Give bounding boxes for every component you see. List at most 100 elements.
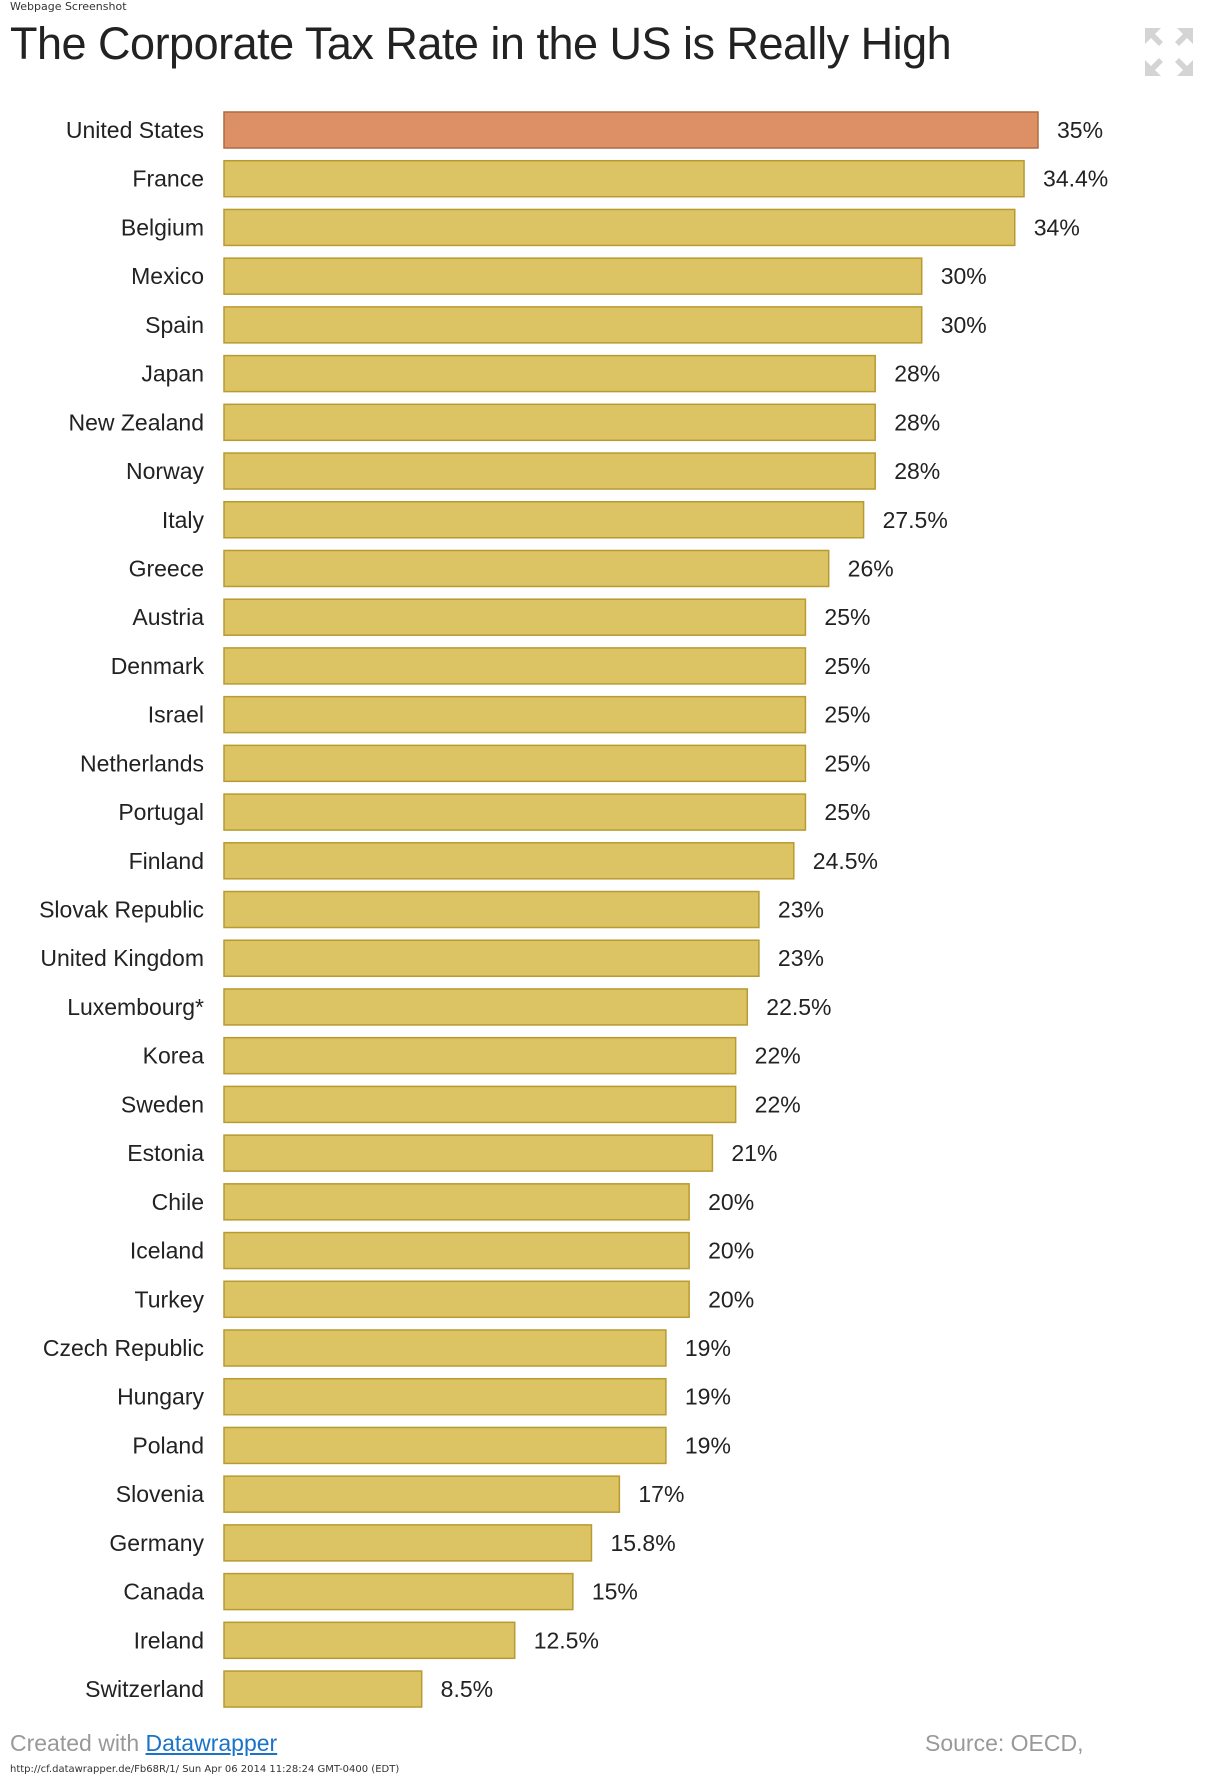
category-label: Austria	[132, 604, 204, 630]
value-label: 34%	[1034, 214, 1080, 240]
bar	[223, 452, 876, 490]
value-label: 28%	[894, 409, 940, 435]
category-label: Slovak Republic	[39, 897, 204, 923]
fullscreen-expand-icon[interactable]	[1143, 26, 1195, 78]
bar	[223, 1670, 423, 1708]
value-label: 25%	[824, 750, 870, 776]
value-label: 28%	[894, 361, 940, 387]
bar	[223, 598, 807, 636]
bar	[223, 403, 876, 442]
bar	[223, 159, 1025, 198]
created-with-credit: Created with Datawrapper	[10, 1730, 277, 1757]
value-label: 19%	[685, 1384, 731, 1410]
category-label: Norway	[126, 458, 204, 484]
value-label: 25%	[824, 653, 870, 679]
category-label: Turkey	[135, 1286, 205, 1312]
value-label: 26%	[848, 555, 894, 581]
value-label: 23%	[778, 945, 824, 971]
value-label: 25%	[824, 799, 870, 825]
category-label: Portugal	[118, 799, 204, 825]
created-with-prefix: Created with	[10, 1730, 146, 1756]
value-label: 25%	[824, 604, 870, 630]
category-label: Ireland	[134, 1627, 204, 1653]
category-label: Belgium	[121, 214, 204, 240]
category-label: Spain	[145, 312, 204, 338]
bar	[223, 1621, 516, 1660]
value-label: 20%	[708, 1238, 754, 1264]
category-label: France	[132, 166, 204, 192]
source-note: Source: OECD,	[925, 1730, 1084, 1756]
value-label: 22%	[755, 1091, 801, 1117]
screenshot-label: Webpage Screenshot	[10, 0, 127, 13]
category-label: New Zealand	[68, 409, 204, 435]
category-label: United Kingdom	[40, 945, 204, 971]
value-label: 15.8%	[610, 1530, 675, 1556]
bar	[223, 1085, 737, 1124]
category-label: Iceland	[130, 1238, 204, 1264]
bar	[223, 744, 807, 783]
value-label: 19%	[685, 1335, 731, 1361]
bar	[223, 257, 923, 295]
value-label: 24.5%	[813, 848, 878, 874]
value-label: 22.5%	[766, 994, 831, 1020]
bar	[223, 306, 923, 344]
bar	[223, 988, 749, 1026]
bar	[223, 1572, 574, 1611]
value-label: 12.5%	[534, 1627, 599, 1653]
bar	[223, 501, 865, 539]
category-label: Netherlands	[80, 750, 204, 776]
bar	[223, 939, 760, 977]
category-label: Japan	[141, 361, 204, 387]
category-label: Greece	[129, 555, 204, 581]
category-label: Canada	[123, 1579, 204, 1605]
value-label: 23%	[778, 897, 824, 923]
bar	[223, 695, 807, 734]
bar	[223, 549, 830, 588]
category-label: Czech Republic	[43, 1335, 204, 1361]
value-label: 15%	[592, 1579, 638, 1605]
bar	[223, 1036, 737, 1075]
bars-group: United States 35% France 34.4% Belgium 34% Mex…	[39, 111, 1108, 1708]
bar	[223, 1231, 690, 1270]
datawrapper-link[interactable]: Datawrapper	[145, 1730, 278, 1756]
value-label: 27.5%	[883, 507, 948, 533]
value-label: 22%	[755, 1043, 801, 1069]
bar	[223, 1524, 593, 1562]
category-label: United States	[66, 117, 204, 143]
value-label: 30%	[941, 312, 987, 338]
category-label: Estonia	[127, 1140, 204, 1166]
value-label: 25%	[824, 702, 870, 728]
category-label: Hungary	[117, 1384, 204, 1410]
category-label: Luxembourg*	[67, 994, 204, 1020]
bar	[223, 354, 876, 393]
category-label: Slovenia	[116, 1481, 204, 1507]
category-label: Finland	[129, 848, 204, 874]
category-label: Poland	[132, 1432, 204, 1458]
category-label: Denmark	[111, 653, 205, 679]
category-label: Mexico	[131, 263, 204, 289]
value-label: 28%	[894, 458, 940, 484]
value-label: 19%	[685, 1432, 731, 1458]
category-label: Korea	[143, 1043, 205, 1069]
bar	[223, 1475, 621, 1513]
category-label: Israel	[148, 702, 204, 728]
category-label: Italy	[162, 507, 205, 533]
value-label: 8.5%	[441, 1676, 493, 1702]
value-label: 20%	[708, 1189, 754, 1215]
chart-title: The Corporate Tax Rate in the US is Real…	[10, 18, 952, 69]
bar	[223, 1183, 690, 1221]
category-label: Chile	[152, 1189, 204, 1215]
category-label: Switzerland	[85, 1676, 204, 1702]
bar	[223, 1377, 667, 1416]
page-url-timestamp: http://cf.datawrapper.de/Fb68R/1/ Sun Ap…	[10, 1764, 400, 1775]
bar	[223, 1426, 667, 1465]
value-label: 21%	[731, 1140, 777, 1166]
bar	[223, 647, 807, 685]
category-label: Sweden	[121, 1091, 204, 1117]
bar	[223, 208, 1016, 247]
bar	[223, 1329, 667, 1367]
value-label: 35%	[1057, 117, 1103, 143]
bar	[223, 890, 760, 929]
bar	[223, 842, 795, 880]
